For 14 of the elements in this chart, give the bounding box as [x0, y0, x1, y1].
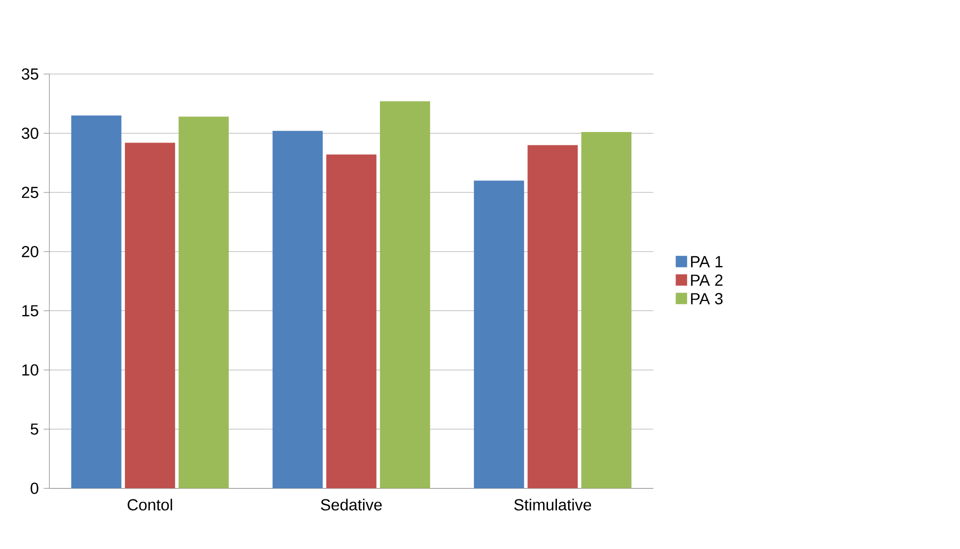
- legend-label: PA 2: [691, 274, 722, 286]
- legend-label: PA 3: [691, 293, 723, 304]
- x-tick-label: Contol: [128, 498, 172, 510]
- y-tick-label: 25: [22, 186, 38, 198]
- y-tick-label: 10: [22, 364, 38, 376]
- x-tick-label: Sedative: [320, 498, 382, 510]
- legend-label: PA 1: [691, 256, 722, 268]
- y-tick-label: 5: [30, 424, 38, 435]
- x-tick-label: Stimulative: [514, 498, 592, 510]
- y-tick-label: 20: [22, 246, 38, 258]
- y-tick-label: 0: [30, 482, 38, 494]
- y-tick-label: 30: [22, 128, 38, 139]
- y-tick-label: 35: [22, 68, 38, 80]
- y-tick-label: 15: [22, 305, 38, 316]
